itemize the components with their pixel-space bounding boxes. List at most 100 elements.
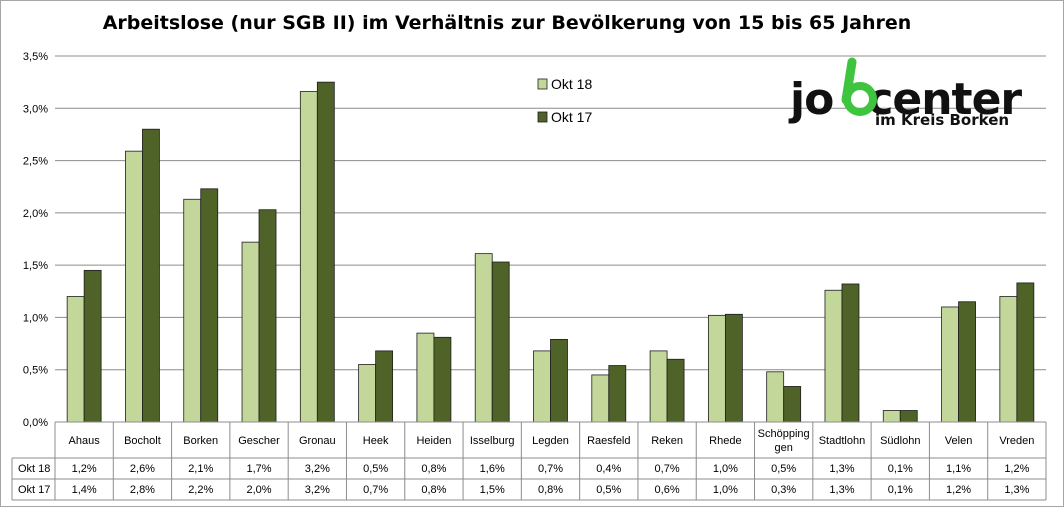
bar-okt17 bbox=[258, 209, 277, 423]
table-cell: 1,3% bbox=[829, 463, 854, 475]
bar-okt18 bbox=[533, 350, 551, 423]
table-cell: 0,3% bbox=[771, 484, 796, 496]
table-cell: 1,5% bbox=[480, 484, 505, 496]
x-tick-label: Isselburg bbox=[470, 435, 515, 447]
table-cell: 2,6% bbox=[130, 463, 155, 475]
table-cell: 2,8% bbox=[130, 484, 155, 496]
bar-okt18 bbox=[358, 364, 377, 423]
table-cell: 1,7% bbox=[246, 463, 271, 475]
y-tick-label: 0,5% bbox=[23, 365, 48, 377]
chart-title: Arbeitslose (nur SGB II) im Verhältnis z… bbox=[102, 12, 912, 34]
table-cell: 0,7% bbox=[538, 463, 563, 475]
bar-okt18 bbox=[941, 306, 959, 423]
table-cell: 1,3% bbox=[829, 484, 854, 496]
data-table: Ahaus Bocholt Borken Gescher Gronau Heek Heide… bbox=[11, 421, 1047, 501]
table-cell: 1,2% bbox=[946, 484, 971, 496]
legend-swatch bbox=[537, 111, 548, 123]
logo-text-part2: center bbox=[867, 74, 1022, 125]
x-tick-label: Vreden bbox=[999, 435, 1034, 447]
bar-okt18 bbox=[707, 314, 726, 423]
x-tick-label: Schöpping bbox=[758, 428, 810, 440]
bars bbox=[66, 81, 1035, 423]
table-cell: 0,8% bbox=[421, 463, 446, 475]
x-tick-label: Rhede bbox=[709, 435, 741, 447]
logo-text: jo center bbox=[788, 74, 1022, 125]
table-cell: 0,4% bbox=[596, 463, 621, 475]
jobcenter-logo: jo center im Kreis Borken bbox=[788, 57, 1023, 129]
logo-text-part1: jo bbox=[788, 74, 833, 125]
table-row-label: Okt 17 bbox=[18, 484, 50, 496]
logo-subtitle: im Kreis Borken bbox=[875, 111, 1009, 129]
y-tick-label: 3,0% bbox=[23, 103, 48, 115]
table-cell: 0,8% bbox=[538, 484, 563, 496]
bar-okt18 bbox=[474, 253, 493, 423]
bar-okt17 bbox=[200, 188, 219, 423]
bar-okt17 bbox=[608, 365, 627, 423]
legend-label: Okt 18 bbox=[551, 76, 592, 92]
table-cell: 1,6% bbox=[480, 463, 505, 475]
bar-okt18 bbox=[591, 374, 610, 423]
bar-okt18 bbox=[66, 296, 85, 423]
table-cell: 0,1% bbox=[888, 463, 913, 475]
table-cell: 0,5% bbox=[596, 484, 621, 496]
bar-okt17 bbox=[666, 358, 685, 423]
table-cell: 0,7% bbox=[363, 484, 388, 496]
x-tick-label: Reken bbox=[651, 435, 683, 447]
bar-okt17 bbox=[316, 81, 335, 423]
bar-okt17 bbox=[1016, 282, 1035, 423]
bar-okt18 bbox=[999, 296, 1018, 423]
bar-okt17 bbox=[841, 283, 860, 423]
y-tick-label: 2,5% bbox=[23, 156, 48, 168]
bar-okt18 bbox=[299, 91, 318, 423]
x-tick-label: Borken bbox=[183, 435, 218, 447]
table-cell: 0,5% bbox=[771, 463, 796, 475]
legend: Okt 18 Okt 17 bbox=[537, 76, 592, 125]
bar-okt18 bbox=[882, 410, 901, 423]
table-cell: 1,4% bbox=[72, 484, 97, 496]
bar-okt17 bbox=[724, 313, 743, 423]
table-cell: 1,0% bbox=[713, 463, 738, 475]
table-row-label: Okt 18 bbox=[18, 463, 50, 475]
table-cell: 2,0% bbox=[246, 484, 271, 496]
table-cell: 0,5% bbox=[363, 463, 388, 475]
x-tick-label: gen bbox=[774, 442, 792, 454]
x-tick-label: Gronau bbox=[299, 435, 336, 447]
y-tick-label: 2,0% bbox=[23, 208, 48, 220]
y-tick-label: 1,0% bbox=[23, 312, 48, 324]
bar-okt17 bbox=[433, 336, 452, 423]
bar-okt17 bbox=[958, 301, 976, 423]
bar-okt18 bbox=[241, 241, 260, 423]
legend-label: Okt 17 bbox=[551, 109, 592, 125]
table-cell: 0,8% bbox=[421, 484, 446, 496]
y-tick-label: 3,5% bbox=[23, 51, 48, 63]
bar-okt17 bbox=[142, 128, 160, 423]
y-tick-label: 0,0% bbox=[23, 417, 48, 429]
bar-okt17 bbox=[375, 350, 394, 423]
bar-okt17 bbox=[550, 338, 568, 423]
logo-b-shape bbox=[841, 57, 877, 116]
x-tick-label: Legden bbox=[532, 435, 569, 447]
x-tick-label: Südlohn bbox=[880, 435, 920, 447]
y-axis-ticks: 0,0% 0,5% 1,0% 1,5% 2,0% 2,5% 3,0% 3,5% bbox=[23, 51, 48, 429]
x-tick-label: Ahaus bbox=[69, 435, 101, 447]
table-cell: 1,3% bbox=[1004, 484, 1029, 496]
x-tick-label: Bocholt bbox=[124, 435, 161, 447]
table-cell: 1,0% bbox=[713, 484, 738, 496]
table-cell: 2,1% bbox=[188, 463, 213, 475]
x-tick-label: Raesfeld bbox=[587, 435, 630, 447]
x-tick-label: Heek bbox=[363, 435, 389, 447]
table-cell: 3,2% bbox=[305, 484, 330, 496]
y-tick-label: 1,5% bbox=[23, 260, 48, 272]
bar-okt17 bbox=[783, 386, 802, 423]
table-cell: 1,1% bbox=[946, 463, 971, 475]
bar-okt18 bbox=[649, 350, 668, 423]
bar-okt18 bbox=[766, 371, 785, 423]
table-cell: 3,2% bbox=[305, 463, 330, 475]
x-tick-label: Heiden bbox=[416, 435, 451, 447]
bar-okt17 bbox=[491, 261, 510, 423]
bar-okt18 bbox=[125, 150, 143, 423]
table-cell: 1,2% bbox=[1004, 463, 1029, 475]
x-tick-label: Gescher bbox=[238, 435, 280, 447]
table-cell: 0,6% bbox=[655, 484, 680, 496]
